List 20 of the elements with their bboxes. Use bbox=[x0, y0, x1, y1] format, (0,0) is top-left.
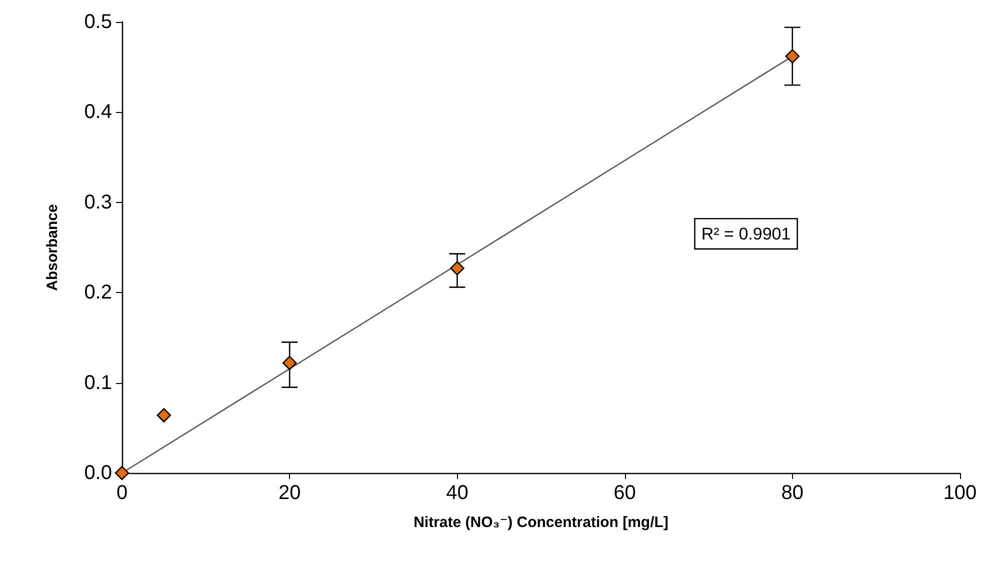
point bbox=[282, 356, 297, 370]
y-tick-label: 0.1 bbox=[84, 372, 112, 394]
point bbox=[114, 466, 130, 480]
y-axis-title: Absorbance bbox=[44, 204, 61, 291]
y-tick-label: 0.5 bbox=[84, 11, 112, 33]
x-tick-label: 100 bbox=[943, 482, 977, 504]
x-tick-label: 0 bbox=[116, 482, 128, 504]
x-tick-label: 40 bbox=[446, 482, 468, 504]
annotation: R² = 0.9901 bbox=[701, 224, 791, 244]
y-tick-label: 0.3 bbox=[84, 191, 112, 214]
y-tick-label: 0.0 bbox=[84, 462, 112, 484]
y-tick-label: 0.2 bbox=[84, 282, 112, 304]
point bbox=[156, 408, 172, 422]
x-tick-label: 20 bbox=[278, 482, 301, 504]
x-tick-label: 60 bbox=[614, 482, 636, 504]
x-axis-title: Nitrate (NO₃⁻) Concentration [mg/L] bbox=[414, 514, 668, 531]
y-tick-label: 0.4 bbox=[84, 101, 112, 124]
point bbox=[785, 49, 800, 64]
x-tick-label: 80 bbox=[781, 482, 804, 504]
point bbox=[450, 261, 464, 276]
